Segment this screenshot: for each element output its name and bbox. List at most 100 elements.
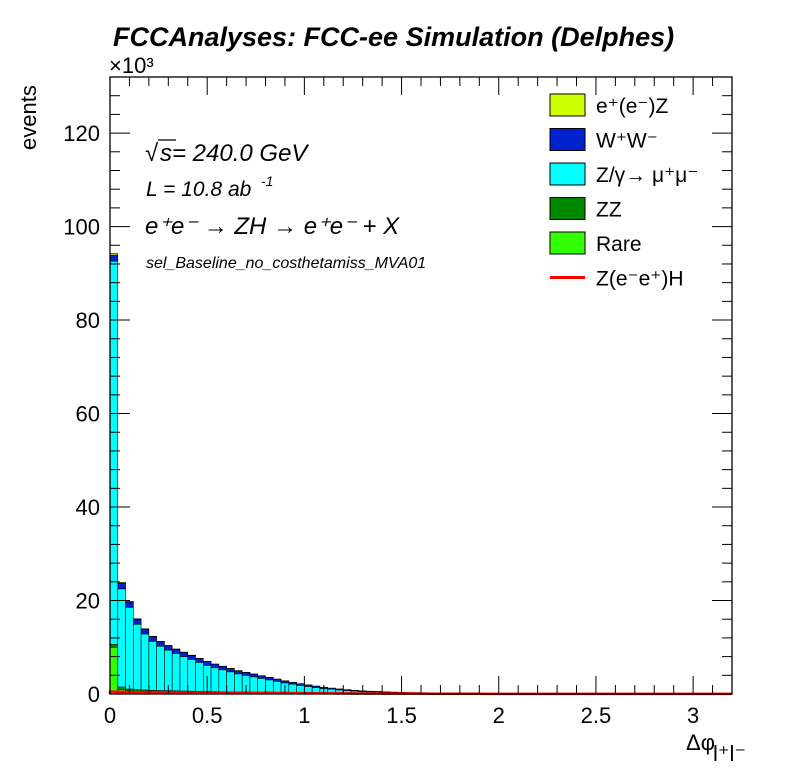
- bar: [218, 666, 227, 671]
- bar: [195, 658, 204, 663]
- bar: [249, 676, 259, 693]
- bar: [272, 681, 282, 693]
- legend-item: Z/γ→ μ⁺μ⁻: [549, 162, 698, 187]
- x-tick-label: 1: [298, 703, 310, 728]
- legend: e⁺(e⁻)Z W⁺W⁻ Z/γ→ μ⁺μ⁻ ZZ Rare Z(e⁻e⁺)H: [549, 93, 698, 291]
- bar: [117, 581, 126, 584]
- x-axis-subscript: l⁺l⁻: [713, 741, 746, 766]
- x-tick-label: 3: [687, 703, 699, 728]
- bar: [272, 678, 282, 682]
- x-tick-label: 0: [104, 703, 116, 728]
- y-exponent-label: ×10³: [109, 53, 154, 78]
- legend-swatch: [549, 128, 586, 151]
- energy-s: s: [160, 140, 172, 167]
- bar: [133, 618, 142, 620]
- y-tick-label: 20: [76, 589, 100, 614]
- legend-item: ZZ: [549, 197, 622, 222]
- energy-value: = 240.0 GeV: [172, 140, 309, 167]
- chart-title: FCCAnalyses: FCC-ee Simulation (Delphes): [113, 22, 674, 52]
- bar: [109, 253, 119, 256]
- bar: [203, 661, 212, 666]
- x-axis-ticks: 0 0.5 1 1.5 2 2.5 3: [104, 77, 733, 728]
- bar: [156, 645, 165, 691]
- bar: [109, 646, 119, 695]
- legend-swatch: [549, 93, 586, 117]
- annotation-energy: √ s = 240.0 GeV: [145, 139, 309, 167]
- bar: [140, 628, 150, 635]
- legend-item: Z(e⁻e⁺)H: [550, 268, 684, 291]
- bar: [265, 677, 274, 681]
- series-3: [109, 254, 733, 695]
- bar: [109, 260, 119, 645]
- legend-label: ZZ: [596, 199, 622, 222]
- bar: [257, 678, 266, 693]
- legend-item: W⁺W⁻: [549, 128, 658, 153]
- y-tick-label: 120: [63, 121, 100, 146]
- y-tick-label: 40: [76, 495, 100, 520]
- bar: [210, 667, 220, 692]
- annotation-luminosity-exponent: -1: [261, 173, 273, 189]
- bar: [210, 663, 220, 669]
- x-tick-label: 1.5: [386, 703, 417, 728]
- x-tick-label: 0.5: [192, 703, 223, 728]
- legend-label: W⁺W⁻: [596, 130, 658, 153]
- histogram-stack: [109, 253, 733, 695]
- bar: [171, 648, 181, 654]
- bar: [109, 254, 119, 262]
- bar: [109, 644, 119, 648]
- series-2: [109, 260, 733, 695]
- series-4: [109, 253, 733, 694]
- bar: [171, 653, 181, 692]
- legend-label: Z(e⁻e⁺)H: [596, 268, 684, 291]
- bar: [187, 659, 196, 692]
- bar: [296, 685, 305, 694]
- bar: [195, 662, 204, 692]
- bar: [125, 601, 134, 608]
- legend-swatch: [549, 162, 586, 186]
- bar: [164, 645, 173, 651]
- bar: [265, 679, 274, 693]
- bar: [241, 672, 251, 676]
- bar: [179, 656, 189, 692]
- bar: [133, 619, 142, 625]
- bar: [226, 671, 235, 693]
- legend-label: Rare: [596, 233, 642, 256]
- bar: [179, 652, 189, 657]
- bar: [148, 640, 157, 691]
- bar: [257, 675, 266, 679]
- bar: [249, 673, 259, 678]
- legend-item: e⁺(e⁻)Z: [549, 93, 669, 118]
- legend-swatch: [549, 197, 586, 220]
- x-tick-label: 2.5: [581, 703, 612, 728]
- bar: [218, 669, 227, 693]
- x-tick-label: 2: [493, 703, 505, 728]
- legend-label: e⁺(e⁻)Z: [596, 95, 669, 118]
- bar: [234, 670, 243, 675]
- bar: [226, 668, 235, 673]
- bar: [140, 633, 150, 691]
- y-axis-ticks: 0 20 40 60 80 100 120: [63, 76, 732, 707]
- y-tick-label: 100: [63, 215, 100, 240]
- y-tick-label: 80: [76, 308, 100, 333]
- x-axis-title: Δφ: [686, 730, 715, 755]
- bar: [164, 649, 173, 692]
- bar: [156, 641, 165, 647]
- annotation-luminosity: L = 10.8 ab: [146, 178, 252, 201]
- annotation-selection: sel_Baseline_no_costhetamiss_MVA01: [146, 255, 426, 272]
- legend-item: Rare: [549, 231, 642, 256]
- bar: [117, 686, 126, 690]
- bar: [133, 623, 142, 690]
- y-tick-label: 0: [88, 682, 100, 707]
- bar: [117, 582, 126, 590]
- annotation-process: e⁺e⁻ → ZH → e⁺e⁻ + X: [145, 213, 400, 240]
- bar: [288, 683, 297, 694]
- legend-label: Z/γ→ μ⁺μ⁻: [596, 164, 698, 187]
- legend-swatch: [549, 231, 586, 255]
- y-axis-title: events: [16, 85, 41, 150]
- bar: [125, 601, 134, 603]
- sqrt-symbol: √: [145, 140, 159, 167]
- bar: [125, 606, 134, 690]
- y-tick-label: 60: [76, 402, 100, 427]
- bar: [187, 655, 196, 660]
